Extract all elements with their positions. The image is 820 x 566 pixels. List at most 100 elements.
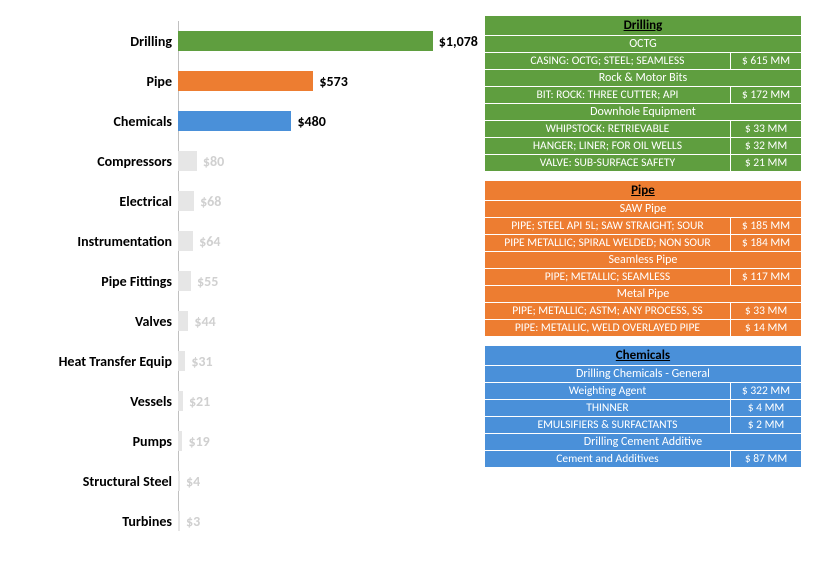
item-value: $ 21 MM [731, 155, 801, 171]
item-row: PIPE; STEEL API 5L; SAW STRAIGHT; SOUR$ … [485, 218, 801, 235]
bar [178, 111, 291, 131]
bar [178, 351, 185, 371]
bar-row: Compressors $80 [8, 141, 478, 181]
category-table: ChemicalsDrilling Chemicals - GeneralWei… [484, 345, 802, 468]
bar-row: Structural Steel $4 [8, 461, 478, 501]
bar-value: $4 [186, 473, 200, 490]
bar-label: Instrumentation [8, 233, 178, 250]
item-name: PIPE; STEEL API 5L; SAW STRAIGHT; SOUR [485, 218, 731, 234]
item-name: Cement and Additives [485, 451, 731, 467]
item-row: VALVE: SUB-SURFACE SAFETY$ 21 MM [485, 155, 801, 171]
bar-label: Turbines [8, 513, 178, 530]
bar [178, 471, 180, 491]
category-header: Chemicals [485, 346, 801, 366]
bar-track: $573 [178, 61, 478, 101]
bar-label: Pumps [8, 433, 178, 450]
dashboard-container: Drilling $1,078 Pipe $573 Chemicals $480 Compr… [0, 0, 820, 566]
bar-track: $1,078 [178, 21, 478, 61]
bar-row: Drilling $1,078 [8, 21, 478, 61]
category-table: DrillingOCTGCASING: OCTG; STEEL; SEAMLES… [484, 15, 802, 172]
bar [178, 311, 188, 331]
bar-track: $68 [178, 181, 478, 221]
item-row: EMULSIFIERS & SURFACTANTS$ 2 MM [485, 417, 801, 434]
bar-label: Pipe [8, 73, 178, 90]
bar-value: $1,078 [439, 33, 478, 50]
item-name: WHIPSTOCK: RETRIEVABLE [485, 121, 731, 137]
item-name: PIPE METALLIC; SPIRAL WELDED; NON SOUR [485, 235, 731, 251]
item-value: $ 615 MM [731, 53, 801, 69]
bar [178, 191, 194, 211]
item-row: HANGER; LINER; FOR OIL WELLS$ 32 MM [485, 138, 801, 155]
category-header: Drilling [485, 16, 801, 36]
bar-value: $573 [319, 73, 347, 90]
bar-label: Drilling [8, 33, 178, 50]
subcategory-header: SAW Pipe [485, 201, 801, 218]
bar-label: Structural Steel [8, 473, 178, 490]
bar-label: Vessels [8, 393, 178, 410]
bar-track: $44 [178, 301, 478, 341]
detail-tables: DrillingOCTGCASING: OCTG; STEEL; SEAMLES… [478, 15, 802, 551]
item-row: CASING: OCTG; STEEL; SEAMLESS$ 615 MM [485, 53, 801, 70]
bar-chart: Drilling $1,078 Pipe $573 Chemicals $480 Compr… [8, 15, 478, 551]
bar [178, 151, 197, 171]
bar-value: $19 [188, 433, 209, 450]
bar-label: Valves [8, 313, 178, 330]
item-name: Weighting Agent [485, 383, 731, 399]
bar-track: $19 [178, 421, 478, 461]
bar-value: $480 [297, 113, 325, 130]
bar-row: Electrical$68 [8, 181, 478, 221]
item-value: $ 32 MM [731, 138, 801, 154]
item-name: THINNER [485, 400, 731, 416]
item-value: $ 4 MM [731, 400, 801, 416]
bar-track: $480 [178, 101, 478, 141]
bar-row: Vessels $21 [8, 381, 478, 421]
bar-track: $80 [178, 141, 478, 181]
bar-track: $31 [178, 341, 478, 381]
item-name: HANGER; LINER; FOR OIL WELLS [485, 138, 731, 154]
bar-value: $31 [191, 353, 212, 370]
item-value: $ 14 MM [731, 320, 801, 336]
subcategory-header: Drilling Chemicals - General [485, 366, 801, 383]
item-name: BIT: ROCK: THREE CUTTER; API [485, 87, 731, 103]
bar-value: $80 [203, 153, 224, 170]
bar [178, 391, 183, 411]
subcategory-header: OCTG [485, 36, 801, 53]
item-row: PIPE; METALLIC; ASTM; ANY PROCESS, SS$ 3… [485, 303, 801, 320]
bar-track: $4 [178, 461, 478, 501]
item-name: PIPE: METALLIC, WELD OVERLAYED PIPE [485, 320, 731, 336]
bar-row: Instrumentation $64 [8, 221, 478, 261]
item-name: CASING: OCTG; STEEL; SEAMLESS [485, 53, 731, 69]
bar [178, 511, 180, 531]
item-name: PIPE; METALLIC; SEAMLESS [485, 269, 731, 285]
bar-value: $55 [197, 273, 218, 290]
item-value: $ 322 MM [731, 383, 801, 399]
bar-label: Chemicals [8, 113, 178, 130]
subcategory-header: Seamless Pipe [485, 252, 801, 269]
item-row: PIPE: METALLIC, WELD OVERLAYED PIPE$ 14 … [485, 320, 801, 336]
item-value: $ 185 MM [731, 218, 801, 234]
bar-track: $55 [178, 261, 478, 301]
subcategory-header: Metal Pipe [485, 286, 801, 303]
item-value: $ 33 MM [731, 303, 801, 319]
bar [178, 71, 313, 91]
bar [178, 231, 193, 251]
item-value: $ 184 MM [731, 235, 801, 251]
item-name: EMULSIFIERS & SURFACTANTS [485, 417, 731, 433]
item-value: $ 87 MM [731, 451, 801, 467]
bar [178, 271, 191, 291]
subcategory-header: Downhole Equipment [485, 104, 801, 121]
bar-row: Pumps $19 [8, 421, 478, 461]
bar-value: $21 [189, 393, 210, 410]
bar-label: Electrical [8, 193, 178, 210]
subcategory-header: Rock & Motor Bits [485, 70, 801, 87]
subcategory-header: Drilling Cement Additive [485, 434, 801, 451]
bar-value: $64 [199, 233, 220, 250]
item-name: PIPE; METALLIC; ASTM; ANY PROCESS, SS [485, 303, 731, 319]
item-row: BIT: ROCK: THREE CUTTER; API$ 172 MM [485, 87, 801, 104]
item-row: Cement and Additives$ 87 MM [485, 451, 801, 467]
bar-label: Pipe Fittings [8, 273, 178, 290]
bar [178, 431, 182, 451]
bar-track: $21 [178, 381, 478, 421]
bar-label: Compressors [8, 153, 178, 170]
item-row: WHIPSTOCK: RETRIEVABLE$ 33 MM [485, 121, 801, 138]
